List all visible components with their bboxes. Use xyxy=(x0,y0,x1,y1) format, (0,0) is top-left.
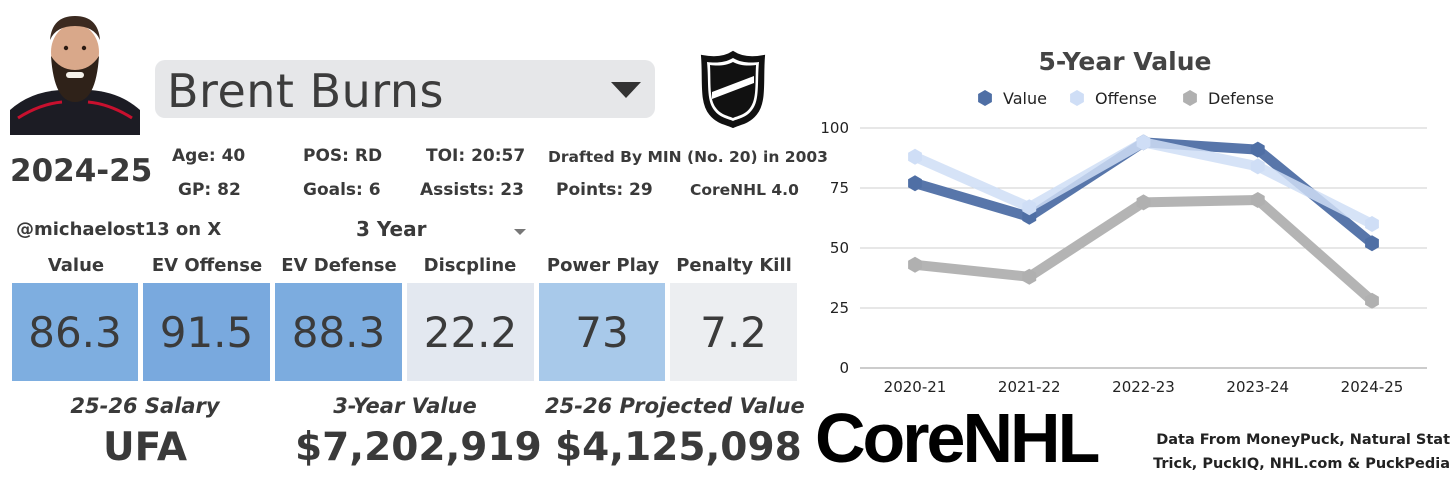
chart-title: 5-Year Value xyxy=(1039,47,1212,76)
player-name: Brent Burns xyxy=(167,64,445,118)
legend-marker-offense xyxy=(1070,90,1084,106)
chevron-down-icon xyxy=(514,229,526,235)
metric-box-power-play: 73 xyxy=(539,283,665,381)
position-stat: POS: RD xyxy=(303,146,383,166)
y-tick-label: 75 xyxy=(830,179,849,197)
draft-info: Drafted By MIN (No. 20) in 2003 xyxy=(548,148,828,166)
season-label: 2024-25 xyxy=(10,153,153,189)
projected-value: $4,125,098 xyxy=(555,425,802,470)
years-select-value: 3 Year xyxy=(356,217,427,241)
data-point-defense xyxy=(1365,292,1379,309)
data-point-defense xyxy=(1136,194,1151,211)
data-point-offense xyxy=(1365,216,1379,232)
metric-box-value: 86.3 xyxy=(12,283,138,381)
legend-marker-value xyxy=(978,90,992,106)
corenhl-logo-text: CoreNHL xyxy=(815,402,1099,472)
games-played-stat: GP: 82 xyxy=(178,180,241,200)
metric-label-ev-defense: EV Defense xyxy=(281,255,397,276)
chevron-down-icon xyxy=(611,82,641,98)
goals-stat: Goals: 6 xyxy=(303,180,381,200)
x-tick-label: 2024-25 xyxy=(1341,378,1404,396)
five-year-value-chart: 5-Year Value 0 25 50 75 100 2020-21 2021-22 2022… xyxy=(815,40,1445,404)
metric-label-penalty-kill: Penalty Kill xyxy=(676,255,792,276)
data-point-value xyxy=(1365,235,1379,252)
data-point-value xyxy=(1250,141,1265,158)
metric-box-ev-defense: 88.3 xyxy=(275,283,402,381)
player-photo xyxy=(10,10,140,135)
toi-stat: TOI: 20:57 xyxy=(426,146,526,166)
legend-label-offense: Offense xyxy=(1095,89,1157,108)
series-line-defense xyxy=(910,195,1377,306)
author-handle: @michaelost13 on X xyxy=(16,219,222,240)
nhl-logo xyxy=(698,50,768,129)
age-stat: Age: 40 xyxy=(172,146,246,166)
metric-label-discipline: Discpline xyxy=(423,255,517,276)
three-year-value-label: 3-Year Value xyxy=(333,394,477,418)
assists-stat: Assists: 23 xyxy=(420,180,524,200)
legend-label-defense: Defense xyxy=(1208,89,1274,108)
metric-box-penalty-kill: 7.2 xyxy=(670,283,797,381)
three-year-value: $7,202,919 xyxy=(295,425,542,470)
data-point-defense xyxy=(908,256,922,273)
x-tick-label: 2021-22 xyxy=(998,378,1061,396)
data-point-value xyxy=(908,175,922,192)
data-point-defense xyxy=(1022,268,1037,285)
data-credits: Data From MoneyPuck, Natural Stat Trick,… xyxy=(1140,428,1450,476)
data-point-defense xyxy=(1250,192,1265,208)
salary-label: 25-26 Salary xyxy=(70,394,220,418)
y-tick-label: 0 xyxy=(839,359,849,377)
data-point-offense xyxy=(908,148,922,165)
credits-line-2: Trick, PuckIQ, NHL.com & PuckPedia xyxy=(1153,456,1450,472)
y-tick-label: 25 xyxy=(830,299,849,317)
model-version: CoreNHL 4.0 xyxy=(690,181,799,199)
data-point-offense xyxy=(1136,134,1151,151)
data-point-offense xyxy=(1250,158,1265,175)
metric-box-ev-offense: 91.5 xyxy=(143,283,270,381)
legend-label-value: Value xyxy=(1003,89,1047,108)
metric-label-power-play: Power Play xyxy=(546,255,660,276)
player-select[interactable]: Brent Burns xyxy=(155,60,655,118)
y-tick-label: 100 xyxy=(820,119,849,137)
corenhl-logo: CoreNHL xyxy=(815,399,1135,477)
data-point-offense xyxy=(1022,199,1037,216)
projected-value-label: 25-26 Projected Value xyxy=(545,394,805,418)
credits-line-1: Data From MoneyPuck, Natural Stat xyxy=(1156,432,1450,448)
metric-label-value: Value xyxy=(47,255,105,276)
x-tick-label: 2023-24 xyxy=(1226,378,1289,396)
metric-label-ev-offense: EV Offense xyxy=(151,255,263,276)
years-select[interactable]: 3 Year xyxy=(356,217,531,245)
x-tick-label: 2020-21 xyxy=(884,378,947,396)
points-stat: Points: 29 xyxy=(556,180,653,200)
legend-marker-defense xyxy=(1183,90,1197,106)
y-tick-label: 50 xyxy=(830,239,849,257)
x-tick-label: 2022-23 xyxy=(1112,378,1175,396)
salary-value: UFA xyxy=(102,425,188,470)
metric-box-discipline: 22.2 xyxy=(407,283,534,381)
